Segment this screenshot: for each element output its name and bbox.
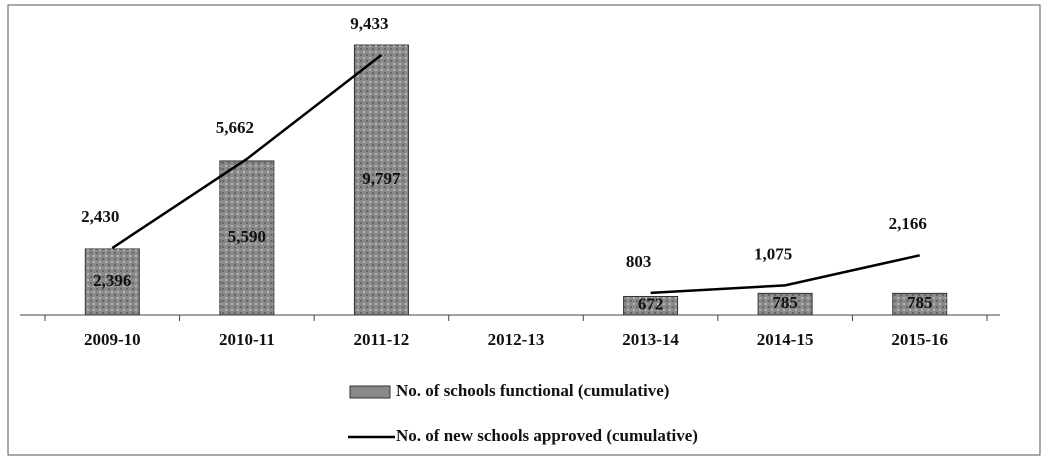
legend-label: No. of new schools approved (cumulative) <box>396 426 698 445</box>
x-tick-label: 2011-12 <box>354 330 410 349</box>
x-tick-label: 2009-10 <box>84 330 141 349</box>
x-tick-label: 2014-15 <box>757 330 814 349</box>
bar-texture <box>892 293 947 315</box>
line-value-label: 5,662 <box>216 118 254 137</box>
bar-texture <box>354 45 409 315</box>
bar-texture <box>219 160 274 315</box>
chart-border <box>7 4 1041 456</box>
bar-value-label: 9,797 <box>362 169 401 188</box>
bar-value-label: 5,590 <box>228 227 266 246</box>
line-value-label: 2,430 <box>81 207 119 226</box>
line-value-label: 803 <box>626 252 652 271</box>
line <box>111 54 920 295</box>
bar-value-label: 785 <box>907 293 933 312</box>
bar-texture <box>623 296 678 315</box>
x-tick-label: 2010-11 <box>219 330 275 349</box>
bar-value-label: 785 <box>772 293 798 312</box>
x-tick-label: 2015-16 <box>891 330 948 349</box>
line-value-label: 2,166 <box>889 214 927 233</box>
x-tick-label: 2012-13 <box>488 330 545 349</box>
bar-texture <box>85 248 140 315</box>
legend-swatch <box>349 385 391 399</box>
bar-value-label: 2,396 <box>93 271 131 290</box>
line-value-label: 9,433 <box>350 14 388 33</box>
x-tick-label: 2013-14 <box>622 330 679 349</box>
bar-texture <box>758 293 813 315</box>
bar-value-label: 672 <box>638 295 664 314</box>
legend-label: No. of schools functional (cumulative) <box>396 381 669 400</box>
line-value-label: 1,075 <box>754 244 792 263</box>
